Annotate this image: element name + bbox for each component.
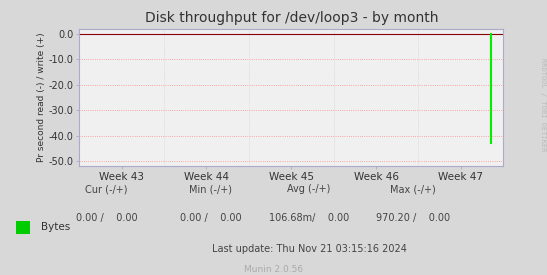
- Text: Cur (-/+): Cur (-/+): [85, 185, 128, 194]
- Text: Max (-/+): Max (-/+): [390, 185, 436, 194]
- Y-axis label: Pr second read (-) / write (+): Pr second read (-) / write (+): [37, 33, 46, 163]
- Text: Munin 2.0.56: Munin 2.0.56: [244, 265, 303, 274]
- Text: 0.00 /    0.00: 0.00 / 0.00: [76, 213, 137, 223]
- Text: Bytes: Bytes: [41, 222, 70, 232]
- Text: Avg (-/+): Avg (-/+): [287, 185, 331, 194]
- Text: 106.68m/    0.00: 106.68m/ 0.00: [269, 213, 349, 223]
- Title: Disk throughput for /dev/loop3 - by month: Disk throughput for /dev/loop3 - by mont…: [144, 11, 438, 25]
- Text: 0.00 /    0.00: 0.00 / 0.00: [180, 213, 241, 223]
- Text: 970.20 /    0.00: 970.20 / 0.00: [376, 213, 450, 223]
- Text: Last update: Thu Nov 21 03:15:16 2024: Last update: Thu Nov 21 03:15:16 2024: [212, 244, 406, 254]
- Text: RRDTOOL / TOBI OETIKER: RRDTOOL / TOBI OETIKER: [540, 58, 546, 151]
- Text: Min (-/+): Min (-/+): [189, 185, 232, 194]
